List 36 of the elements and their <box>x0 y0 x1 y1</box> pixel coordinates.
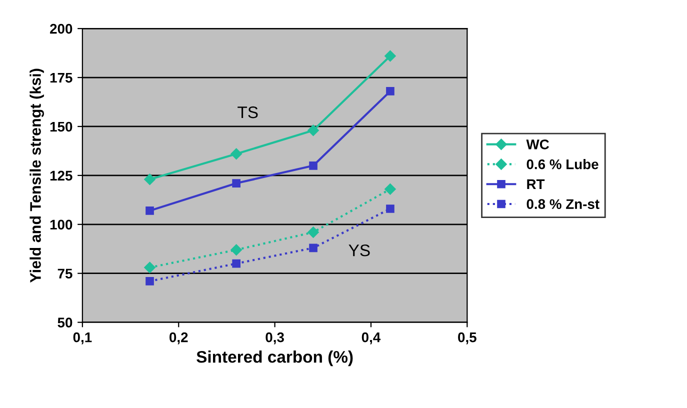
x-tick-label: 0,3 <box>266 332 284 344</box>
point <box>309 244 318 252</box>
y-tick-label: 150 <box>50 122 72 132</box>
point <box>230 244 242 256</box>
point <box>144 262 156 274</box>
point <box>308 124 319 136</box>
point <box>384 50 396 62</box>
y-tick-label: 100 <box>50 220 72 230</box>
y-axis-title: Yield and Tensile strengt (ksi) <box>30 68 44 283</box>
y-tick-label: 50 <box>58 318 72 328</box>
x-tick-label: 0,4 <box>362 332 381 344</box>
point <box>232 179 240 188</box>
y-tick-label: 125 <box>50 170 72 181</box>
point <box>384 184 396 195</box>
y-tick-label: 200 <box>50 24 72 34</box>
legend-label: WC <box>526 139 550 150</box>
x-tick-label: 0,1 <box>73 332 92 344</box>
annotation: YS <box>348 244 370 256</box>
point <box>386 87 394 96</box>
point <box>230 148 242 160</box>
x-axis-title: Sintered carbon (%) <box>196 350 353 366</box>
point <box>232 259 240 268</box>
point <box>146 277 154 286</box>
y-tick-label: 75 <box>58 268 72 279</box>
point <box>308 226 319 238</box>
legend-label: 0.6 % Lube <box>526 159 598 170</box>
point <box>146 206 154 215</box>
x-tick-label: 0,5 <box>458 332 476 344</box>
point <box>386 204 394 213</box>
point <box>309 161 318 170</box>
legend-label: 0.8 % Zn-st <box>526 199 600 210</box>
legend-label: RT <box>527 179 545 189</box>
x-tick-label: 0,2 <box>170 332 188 344</box>
y-tick-label: 175 <box>50 72 72 83</box>
annotation: TS <box>238 106 258 118</box>
point <box>144 174 156 185</box>
